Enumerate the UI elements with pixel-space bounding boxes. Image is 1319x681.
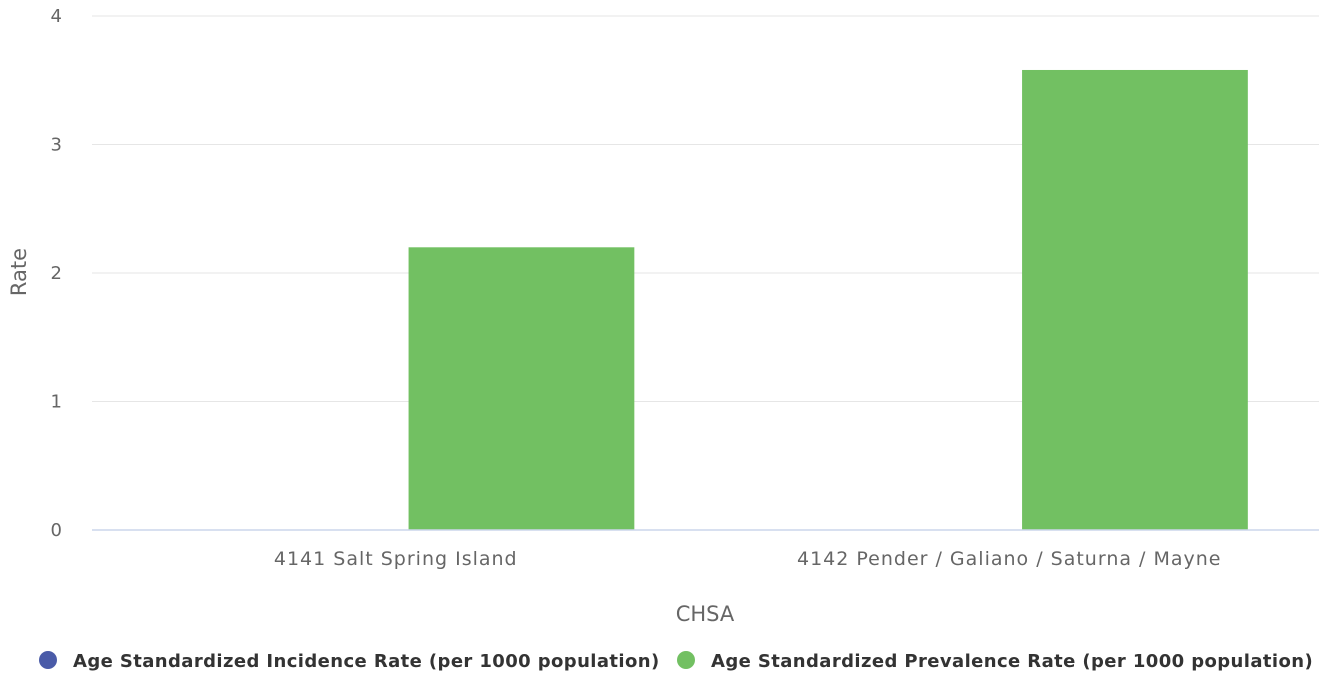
x-axis-title: CHSA [676,602,735,626]
x-tick-label: 4142 Pender / Galiano / Saturna / Mayne [797,548,1222,570]
legend-item-label[interactable]: Age Standardized Incidence Rate (per 100… [73,651,660,672]
legend-item-label[interactable]: Age Standardized Prevalence Rate (per 10… [711,651,1313,672]
legend-marker [677,651,695,669]
x-tick-label: 4141 Salt Spring Island [274,548,518,570]
axes: 0 1 2 3 4 4141 Salt Spring Island 4142 Pender … [51,6,1319,570]
y-tick-label: 0 [51,520,62,541]
y-axis-title: Rate [7,248,31,296]
legend-marker [39,651,57,669]
bars [408,69,1248,531]
y-tick-label: 2 [51,263,62,284]
y-tick-label: 4 [51,6,62,27]
y-tick-label: 1 [51,392,62,413]
bar[interactable] [408,247,635,531]
legend[interactable]: Age Standardized Incidence Rate (per 100… [39,651,1313,672]
y-tick-label: 3 [51,135,62,156]
bar[interactable] [1022,69,1248,530]
